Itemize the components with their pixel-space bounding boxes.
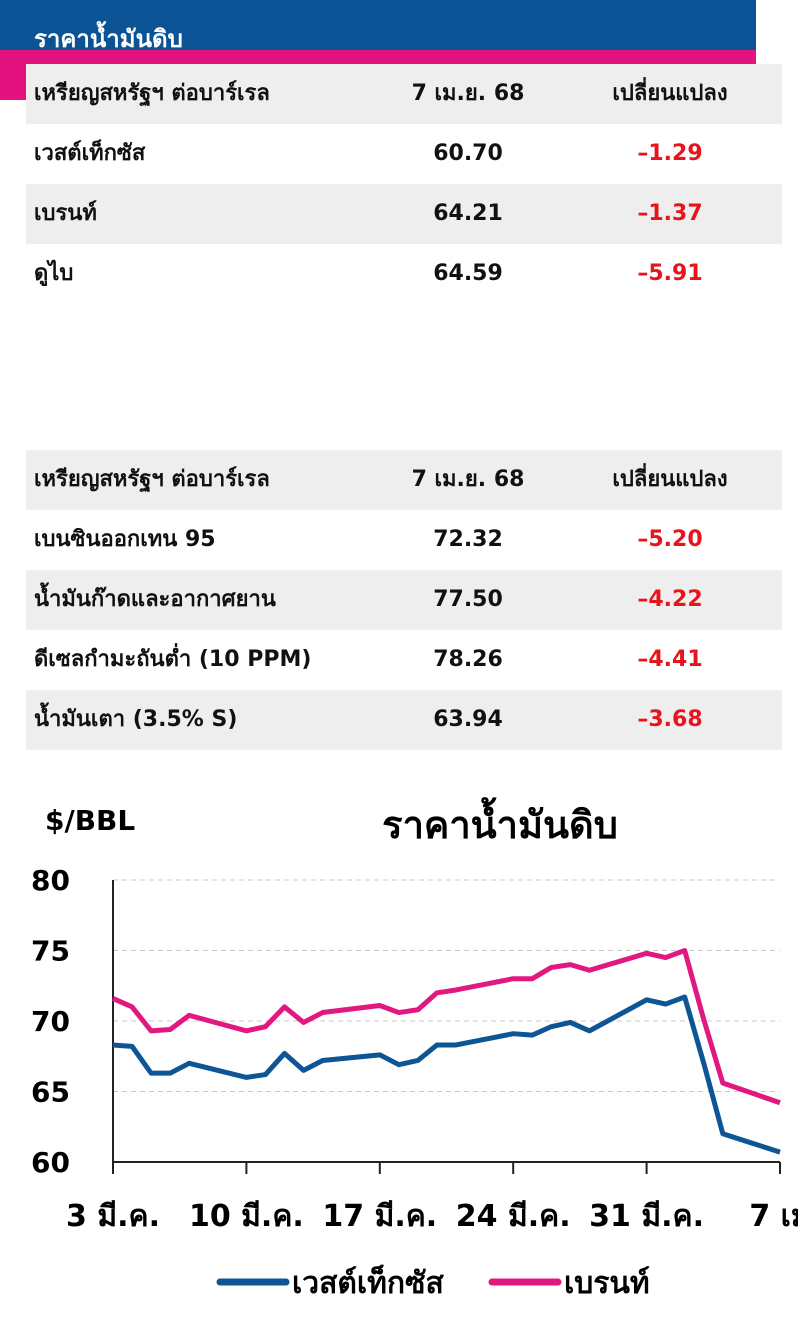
table-cell: 77.50 xyxy=(433,587,503,612)
chart: $/BBL ราคาน้ำมันดิบ 60 65 70 75 80 3 มี.ค. 10 … xyxy=(31,797,798,1301)
y-tick-label: 60 xyxy=(31,1146,70,1179)
tables: ราคาน้ำมันดิบเหรียญสหรัฐฯ ต่อบาร์เรล 7 เม… xyxy=(0,0,798,750)
series-line xyxy=(112,994,781,1155)
column-header: 7 เม.ย. 68 xyxy=(411,467,525,492)
header-bg xyxy=(26,64,782,124)
table-cell: –4.41 xyxy=(637,647,703,672)
header-bg xyxy=(26,450,782,510)
y-tick-label: 75 xyxy=(31,935,70,968)
x-tick-label: 17 มี.ค. xyxy=(322,1199,437,1234)
row-bg xyxy=(26,690,782,750)
table-cell: น้ำมันก๊าดและอากาศยาน xyxy=(34,587,276,612)
y-tick-label: 80 xyxy=(31,864,70,897)
table-cell: ดูไบ xyxy=(34,261,74,286)
y-unit-label: $/BBL xyxy=(45,804,135,837)
column-header: เหรียญสหรัฐฯ ต่อบาร์เรล xyxy=(34,81,270,106)
table-cell: เบนซินออกเทน 95 xyxy=(34,527,216,552)
x-tick-label: 3 มี.ค. xyxy=(66,1199,160,1234)
column-header: 7 เม.ย. 68 xyxy=(411,81,525,106)
table-title: ราคาน้ำมันสำเร็จรูปประเทศสิงคโปร์ xyxy=(34,411,408,439)
table-cell: –5.91 xyxy=(637,261,703,286)
table-cell: ดีเซลกำมะถันต่ำ (10 PPM) xyxy=(34,647,312,672)
table-cell: 64.21 xyxy=(433,201,503,226)
table-cell: –1.29 xyxy=(637,141,703,166)
chart-title: ราคาน้ำมันดิบ xyxy=(382,797,618,847)
table-title-bar xyxy=(0,0,756,50)
y-tick-label: 70 xyxy=(31,1005,70,1038)
x-tick-label: 24 มี.ค. xyxy=(456,1199,571,1234)
x-tick-label: 7 เม xyxy=(749,1199,798,1234)
x-tick-label: 10 มี.ค. xyxy=(189,1199,304,1234)
table-cell: เวสต์เท็กซัส xyxy=(34,141,146,166)
table-cell: 60.70 xyxy=(433,141,503,166)
table-cell: –1.37 xyxy=(637,201,703,226)
table-cell: 72.32 xyxy=(433,527,503,552)
table-cell: 63.94 xyxy=(433,707,503,732)
series-line xyxy=(111,948,781,1106)
column-header: เปลี่ยนแปลง xyxy=(612,467,728,492)
table-cell: เบรนท์ xyxy=(34,201,97,226)
y-tick-label: 65 xyxy=(31,1076,70,1109)
table-cell: น้ำมันเตา (3.5% S) xyxy=(34,707,238,732)
table-cell: –5.20 xyxy=(637,527,703,552)
x-tick-label: 31 มี.ค. xyxy=(589,1199,704,1234)
column-header: เหรียญสหรัฐฯ ต่อบาร์เรล xyxy=(34,467,270,492)
table-cell: –3.68 xyxy=(637,707,703,732)
table-cell: 64.59 xyxy=(433,261,503,286)
column-header: เปลี่ยนแปลง xyxy=(612,81,728,106)
table-cell: –4.22 xyxy=(637,587,703,612)
row-bg xyxy=(26,570,782,630)
table-cell: 78.26 xyxy=(433,647,503,672)
table-title: ราคาน้ำมันดิบ xyxy=(34,25,183,53)
row-bg xyxy=(26,184,782,244)
legend-label: เบรนท์ xyxy=(564,1266,650,1301)
legend-label: เวสต์เท็กซัส xyxy=(292,1264,444,1301)
